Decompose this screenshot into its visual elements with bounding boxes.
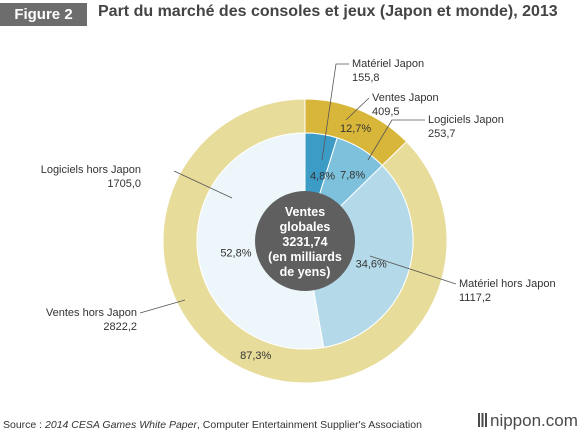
brand-icon	[478, 413, 487, 427]
source-note: Source : 2014 CESA Games White Paper, Co…	[3, 419, 422, 431]
callout-label-logiciels-japon: Logiciels Japon	[428, 114, 504, 126]
percent-label-materiel-japon: 4,8%	[310, 170, 335, 182]
callout-value-materiel-hors-japon: 1117,2	[459, 292, 491, 304]
leader-line-logiciels-japon	[367, 119, 425, 161]
source-prefix: Source :	[3, 419, 46, 431]
center-label-line: globales	[280, 220, 331, 234]
callout-label-materiel-hors-japon: Matériel hors Japon	[459, 278, 556, 290]
source-suffix: , Computer Entertainment Supplier's Asso…	[196, 419, 422, 431]
leader-line-materiel-japon	[321, 63, 349, 161]
center-disk	[255, 191, 355, 291]
callout-value-ventes-hors-japon: 2822,2	[103, 321, 137, 333]
percent-label-ventes-japon: 12,7%	[340, 123, 371, 135]
callout-value-ventes-japon: 409,5	[372, 106, 400, 118]
percent-label-ventes-hors-japon: 87,3%	[240, 350, 271, 362]
callout-label-ventes-japon: Ventes Japon	[372, 92, 439, 104]
callout-label-ventes-hors-japon: Ventes hors Japon	[46, 307, 137, 319]
brand-logo: nippon.com	[478, 411, 578, 431]
callout-value-logiciels-hors-japon: 1705,0	[107, 178, 141, 190]
slice-inner-materiel-hors-japon	[304, 164, 414, 348]
percent-label-materiel-hors-japon: 34,6%	[356, 259, 387, 271]
percent-label-logiciels-hors-japon: 52,8%	[220, 247, 251, 259]
center-label-line: Ventes	[285, 205, 325, 219]
figure-label: Figure 2	[0, 3, 87, 26]
percent-label-logiciels-japon: 7,8%	[340, 169, 365, 181]
center-label-line: 3231,74	[282, 235, 327, 249]
callout-label-materiel-japon: Matériel Japon	[352, 58, 424, 70]
callout-label-logiciels-hors-japon: Logiciels hors Japon	[41, 164, 141, 176]
leader-line-materiel-hors-japon	[369, 255, 457, 285]
chart-title: Part du marché des consoles et jeux (Jap…	[98, 3, 558, 20]
brand-text: nippon.com	[490, 411, 578, 430]
center-label-line: (en milliards	[268, 250, 342, 264]
source-publication: 2014 CESA Games White Paper	[45, 419, 197, 431]
center-label-line: de yens)	[280, 265, 331, 279]
leader-line-logiciels-hors-japon	[173, 170, 233, 199]
leader-line-ventes-japon	[345, 97, 370, 121]
callout-value-logiciels-japon: 253,7	[428, 128, 456, 140]
leader-line-ventes-hors-japon	[139, 299, 186, 314]
callout-value-materiel-japon: 155,8	[352, 72, 380, 84]
